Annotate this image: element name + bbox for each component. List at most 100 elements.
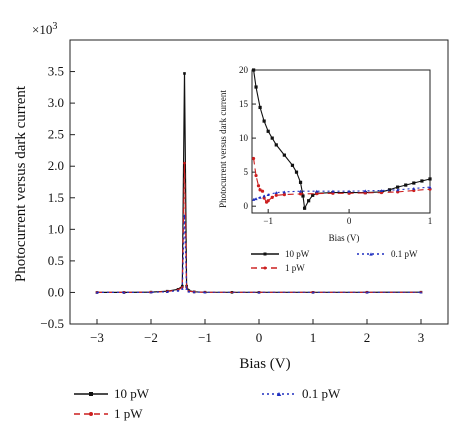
data-point (181, 286, 184, 289)
y-tick-label: 2.5 (48, 127, 64, 142)
x-tick-label: 1 (310, 330, 317, 345)
data-point (183, 72, 186, 75)
x-tick-label: −1 (198, 330, 212, 345)
data-point (428, 177, 432, 181)
x-tick-label: 1 (428, 216, 433, 226)
legend-label: 0.1 pW (391, 249, 418, 259)
data-point (192, 290, 196, 294)
data-point (307, 199, 311, 203)
data-point (254, 85, 258, 89)
series-0 (95, 72, 423, 294)
main-x-axis-title: Bias (V) (239, 356, 290, 372)
y-tick-label: 0 (244, 201, 249, 211)
data-point (365, 291, 369, 294)
data-point (260, 189, 265, 193)
data-point (254, 197, 258, 201)
data-point (187, 290, 191, 293)
x-tick-label: 2 (364, 330, 371, 345)
y-tick-label: 3.5 (48, 64, 64, 79)
y-tick-label: 20 (239, 65, 249, 75)
y-tick-label: 2.0 (48, 158, 64, 173)
inset-legend: 10 pW 1 pW 0.1 pW (251, 249, 418, 273)
series-line (253, 69, 431, 210)
legend-item: 1 pW (74, 406, 143, 421)
data-point (181, 287, 184, 290)
legend-label: 10 pW (285, 249, 310, 259)
data-point (331, 189, 335, 193)
data-point (298, 192, 303, 196)
data-point (256, 184, 261, 188)
main-plot-frame (69, 39, 449, 325)
data-point (252, 68, 256, 72)
data-point (298, 180, 303, 184)
legend-marker (89, 412, 93, 416)
x-tick-label: 0 (347, 216, 352, 226)
main-y-multiplier: ×103 (32, 21, 57, 37)
legend-label: 1 pW (114, 406, 143, 421)
legend-label: 1 pW (285, 263, 305, 273)
legend-item: 0.1 pW (262, 386, 341, 401)
data-point (183, 161, 186, 165)
data-point (266, 129, 270, 133)
x-tick-label: −3 (90, 330, 104, 345)
x-tick-label: 0 (256, 330, 263, 345)
data-point (294, 170, 299, 174)
series-line (253, 158, 431, 203)
data-point (315, 191, 319, 196)
data-point (396, 188, 400, 192)
inset-series (252, 68, 432, 210)
data-point (252, 197, 256, 201)
data-point (257, 291, 261, 294)
data-point (266, 199, 270, 203)
series-2 (95, 214, 423, 294)
y-tick-label: 0.5 (48, 253, 64, 268)
legend-marker (89, 392, 93, 396)
legend-marker (263, 252, 267, 256)
data-point (274, 193, 278, 197)
series-line (253, 186, 431, 200)
data-point (270, 136, 274, 140)
data-point (270, 195, 274, 199)
main-chart: −3 −2 −1 0 1 2 3 −0.5 0.0 0.5 1.0 1.5 2.0 2.5 3.0 3.5 ×… (13, 21, 449, 372)
data-point (95, 291, 99, 294)
inset-y-axis-title: Photocurrent versus dark current (218, 90, 228, 208)
data-point (258, 188, 262, 192)
main-y-axis-title: Photocurrent versus dark current (13, 85, 29, 282)
data-point (165, 290, 169, 293)
y-tick-label: 3.0 (48, 95, 64, 110)
data-point (347, 189, 351, 193)
data-point (266, 193, 270, 197)
x-tick-label: −1 (263, 216, 273, 226)
x-tick-label: −2 (144, 330, 158, 345)
x-tick-label: 3 (418, 330, 425, 345)
data-point (183, 214, 186, 217)
data-point (122, 291, 126, 294)
data-point (254, 173, 258, 178)
main-ticks: −3 −2 −1 0 1 2 3 −0.5 0.0 0.5 1.0 1.5 2.0 2.5 3.0 3.5 (40, 64, 424, 345)
data-point (176, 289, 180, 292)
data-point (404, 183, 408, 187)
legend-marker (369, 252, 373, 256)
data-point (419, 291, 423, 294)
series-0 (252, 68, 432, 210)
data-point (428, 185, 432, 189)
data-point (149, 291, 153, 294)
inset-plot-frame (251, 69, 431, 214)
data-point (298, 189, 303, 193)
legend-marker (276, 391, 282, 397)
data-point (274, 191, 278, 195)
data-point (315, 189, 319, 193)
legend-item: 1 pW (251, 263, 305, 273)
y-tick-label: 0.0 (48, 284, 64, 299)
data-point (258, 105, 262, 110)
legend-item: 10 pW (74, 386, 150, 401)
data-point (262, 194, 266, 198)
data-point (301, 194, 305, 198)
legend-label: 0.1 pW (302, 386, 341, 401)
y-tick-label: 1.0 (48, 221, 64, 236)
data-point (252, 156, 256, 161)
inset-x-axis-title: Bias (V) (329, 233, 360, 243)
series-1 (95, 161, 423, 294)
data-point (412, 187, 416, 190)
